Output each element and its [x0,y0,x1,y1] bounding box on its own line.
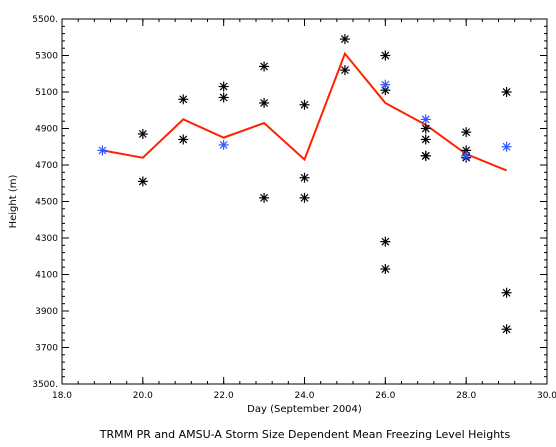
y-tick-label: 5500. [32,15,58,25]
blue-asterisk-point [218,139,229,150]
y-axis-title: Height (m) [8,175,19,229]
blue-asterisk-point [501,141,512,152]
black-asterisk-point [299,99,310,110]
black-asterisk-point [299,172,310,183]
y-tick-label: 4500 [35,198,58,208]
black-asterisk-point [259,97,270,108]
black-asterisk-point [178,134,189,145]
black-asterisk-point [137,176,148,187]
black-asterisk-point [501,324,512,335]
y-tick-label: 5300 [35,52,58,62]
x-tick-label: 24.0 [294,391,314,401]
y-tick-label: 5100 [35,88,58,98]
black-asterisk-point [218,92,229,103]
x-tick-label: 18.0 [52,391,72,401]
y-tick-label: 4300 [35,234,58,244]
y-tick-label: 3700 [35,344,58,354]
black-asterisk-point [380,264,391,275]
x-tick-label: 22.0 [214,391,234,401]
black-asterisk-point [501,87,512,97]
black-asterisk-point [259,192,270,203]
blue-asterisk-point [380,79,391,90]
x-tick-label: 30.0 [537,391,556,401]
x-tick-label: 20.0 [133,391,153,401]
black-asterisk-point [178,94,189,105]
mean-line [102,51,507,172]
black-asterisk-point [259,61,270,72]
y-tick-label: 3500. [32,380,58,390]
y-tick-label: 3900 [35,307,58,317]
x-tick-label: 26.0 [375,391,395,401]
blue-asterisk-point [97,145,108,156]
black-asterisk-point [137,128,148,139]
black-asterisk-point [420,123,431,134]
y-axis: 3500. 3700 3900 4100 4300 4500 4700 4900 5100 530… [32,15,547,390]
black-asterisk-point [461,127,472,138]
black-asterisk-point [501,287,512,298]
black-asterisk-point [339,34,350,45]
black-asterisk-point [339,65,350,76]
y-tick-label: 4700 [35,161,58,171]
x-axis-title: Day (September 2004) [247,404,362,415]
black-asterisk-point [218,81,229,92]
black-asterisk-point [420,150,431,161]
series-layer [97,34,512,335]
y-tick-label: 4100 [35,271,58,281]
y-tick-label: 4900 [35,125,58,135]
x-tick-label: 28.0 [456,391,476,401]
black-asterisk-point [299,192,310,203]
black-asterisk-point [380,236,391,247]
blue-asterisk-point [420,114,431,125]
black-asterisk-point [420,134,431,145]
black-asterisk-point [380,50,391,61]
chart-title: TRMM PR and AMSU-A Storm Size Dependent … [99,428,511,441]
x-axis: 18.0 20.0 22.0 24.0 26.0 28.0 30.0 [52,19,556,401]
blue-asterisk-point [461,150,472,161]
